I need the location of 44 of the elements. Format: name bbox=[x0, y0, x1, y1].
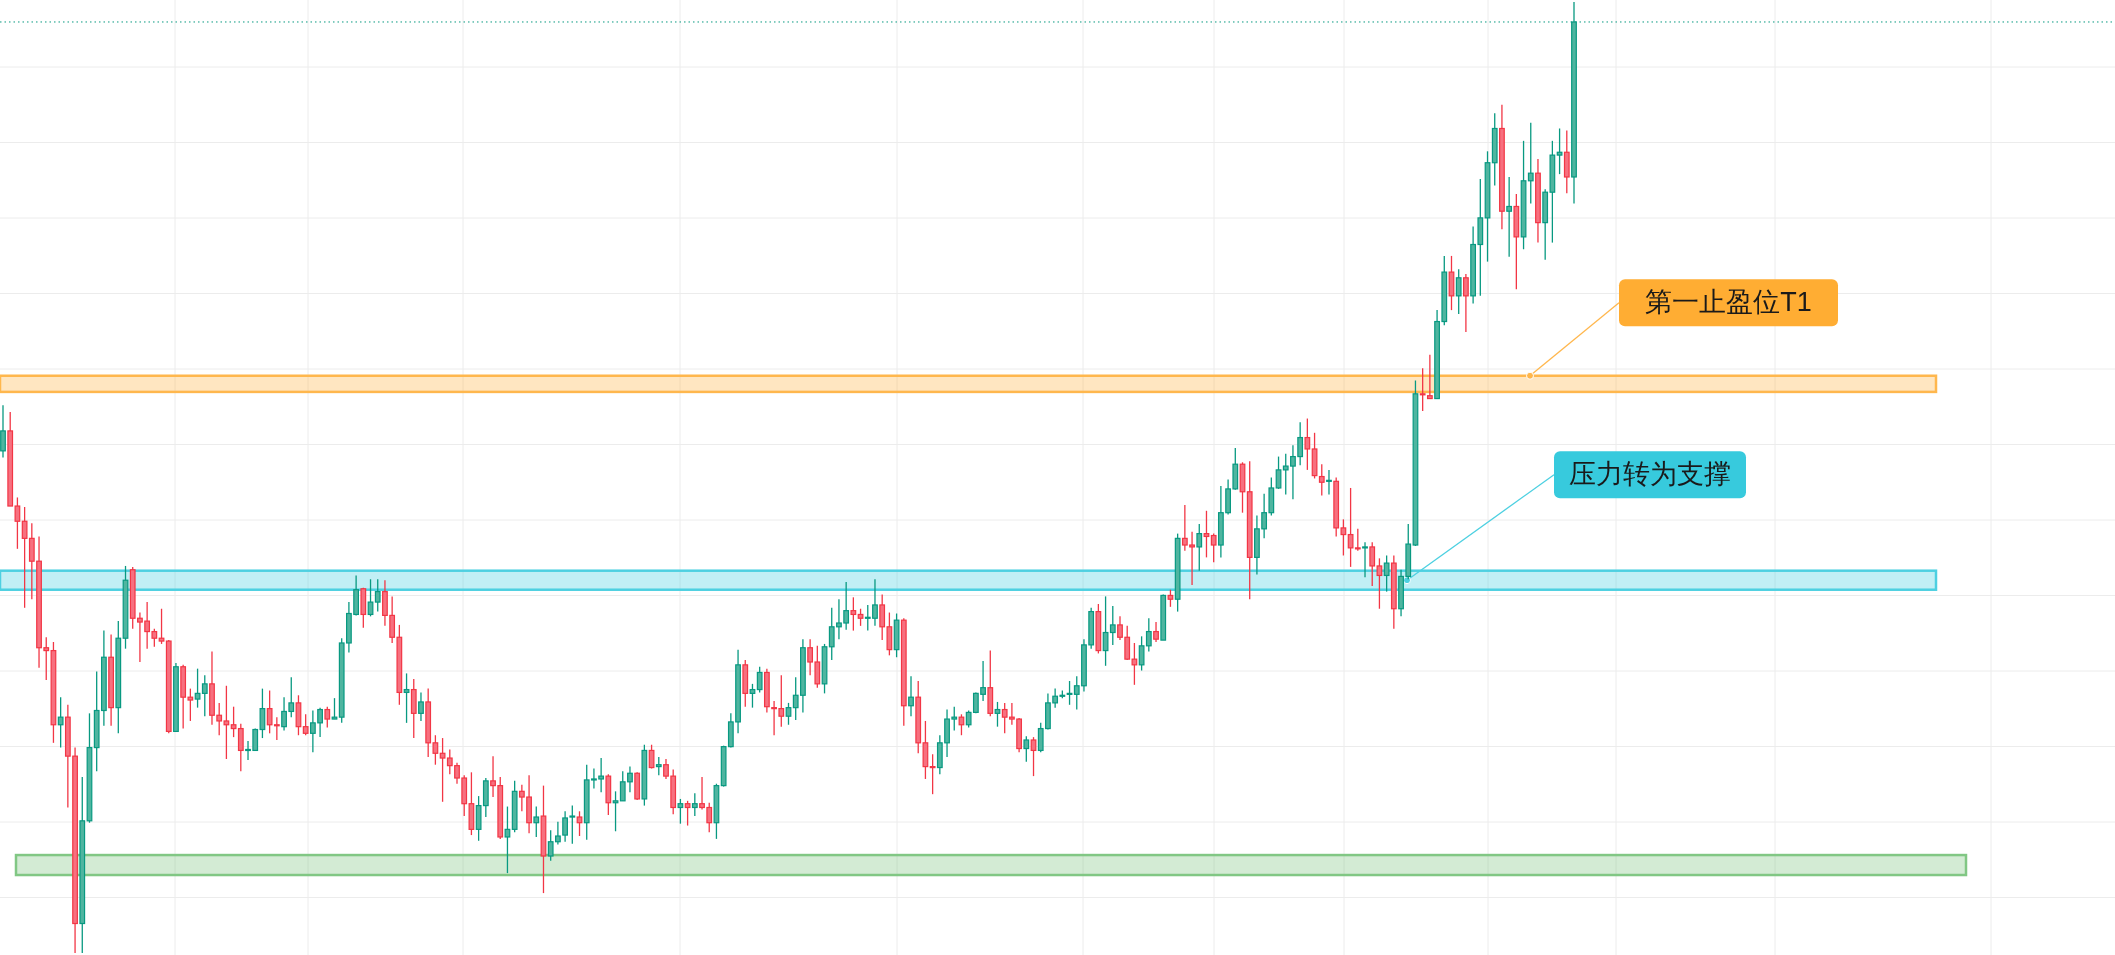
candlestick bbox=[756, 666, 763, 694]
candlestick bbox=[1030, 736, 1037, 777]
candlestick bbox=[929, 753, 936, 795]
candlestick bbox=[684, 800, 691, 827]
candlestick bbox=[504, 805, 511, 874]
candlestick bbox=[908, 675, 914, 717]
candlestick bbox=[1383, 554, 1390, 593]
candlestick bbox=[533, 805, 540, 838]
candlestick bbox=[677, 798, 684, 825]
candlestick bbox=[1448, 255, 1455, 311]
candlestick bbox=[576, 810, 583, 837]
candlestick bbox=[374, 578, 381, 613]
candlestick bbox=[1210, 532, 1217, 563]
candlestick bbox=[158, 608, 165, 645]
candlestick bbox=[1023, 735, 1030, 763]
candlestick bbox=[1506, 176, 1513, 258]
candlestick bbox=[1419, 367, 1426, 412]
candlestick bbox=[1426, 354, 1433, 400]
candlestick bbox=[57, 696, 64, 749]
candlestick bbox=[0, 404, 6, 459]
candlestick bbox=[648, 744, 655, 770]
candlestick bbox=[1326, 469, 1332, 496]
candlestick bbox=[1556, 127, 1563, 175]
band-label: 压力转为支撑 bbox=[1569, 458, 1731, 489]
candlestick bbox=[785, 702, 792, 726]
band-label: 第一止盈位T1 bbox=[1645, 286, 1812, 317]
candlestick bbox=[1362, 541, 1368, 578]
candlestick bbox=[403, 672, 410, 724]
candlestick bbox=[1153, 621, 1159, 643]
candlestick bbox=[302, 713, 309, 736]
candlestick bbox=[655, 756, 662, 776]
candlestick bbox=[850, 596, 857, 632]
candlestick bbox=[1318, 463, 1325, 497]
candlestick bbox=[1463, 273, 1469, 333]
candlestick bbox=[1203, 510, 1210, 559]
candlestick bbox=[691, 792, 698, 817]
candlestick bbox=[1275, 455, 1282, 490]
candlestick bbox=[1304, 417, 1311, 471]
candlestick bbox=[367, 578, 374, 617]
candlestick bbox=[324, 706, 331, 729]
candlestick bbox=[410, 678, 417, 739]
candlestick bbox=[418, 691, 424, 722]
candlestick bbox=[1455, 268, 1462, 315]
candlestick bbox=[1196, 523, 1203, 572]
